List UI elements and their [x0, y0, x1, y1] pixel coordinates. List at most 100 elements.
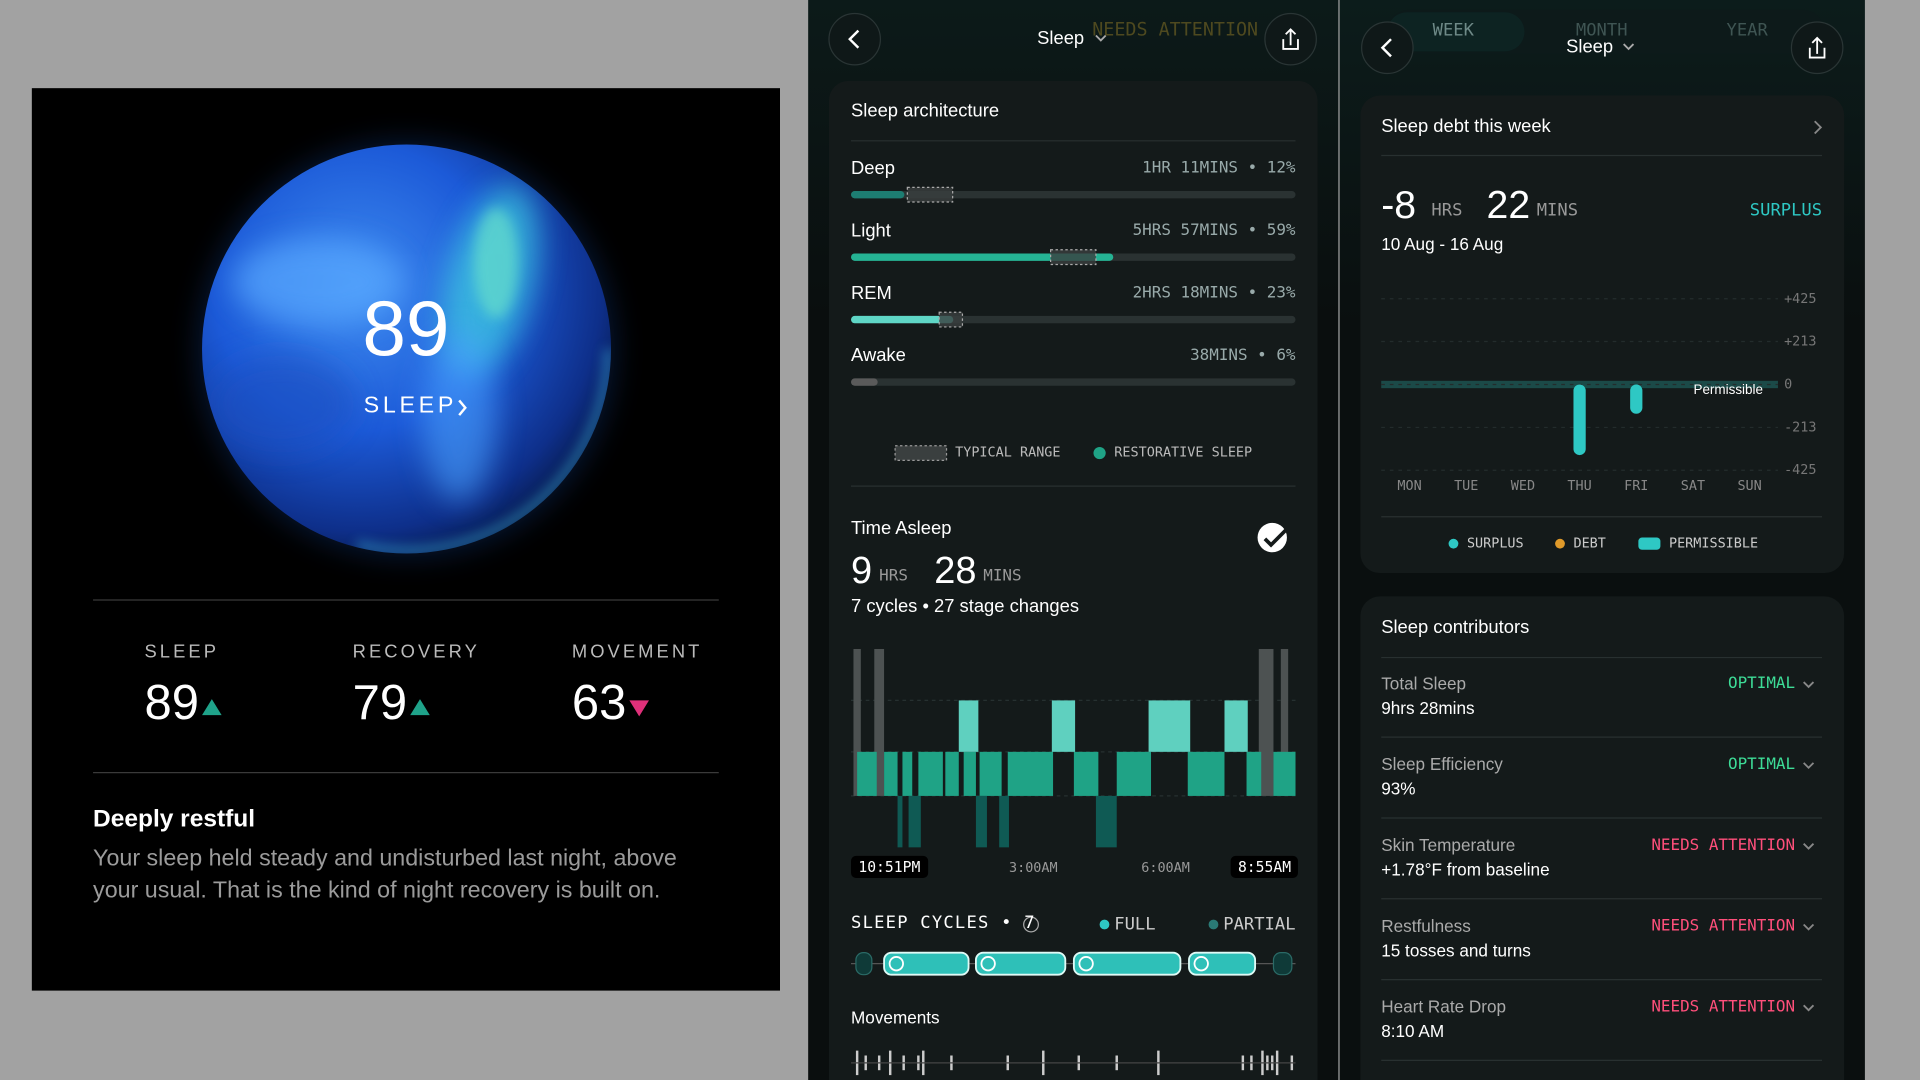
debt-card: [1360, 95, 1845, 574]
architecture-card: [828, 80, 1318, 1080]
share-icon: [1808, 36, 1826, 59]
deep-segment: [999, 795, 1009, 848]
x-tick-label: SUN: [1737, 479, 1761, 494]
back-button[interactable]: [1361, 21, 1414, 75]
stage-value: 5HRS 57MINS • 59%: [1132, 221, 1296, 240]
nav-title[interactable]: Sleep: [1566, 36, 1614, 58]
tab[interactable]: YEAR: [1726, 20, 1768, 41]
cycle-pill: [1072, 951, 1182, 976]
light-segment: [1116, 751, 1152, 796]
movements-title: Movements: [851, 1007, 940, 1028]
deep-segment: [1095, 795, 1117, 848]
contributor-value: 93%: [1381, 778, 1416, 799]
restorative-key: [1093, 446, 1106, 460]
info-icon[interactable]: [1023, 916, 1039, 933]
legend-swatch: [1638, 537, 1661, 550]
time-label: 6:00AM: [1141, 859, 1190, 876]
deep-segment: [975, 795, 987, 848]
legend-swatch: [1448, 538, 1459, 549]
x-tick-label: TUE: [1454, 479, 1478, 494]
debt-hours: -8: [1381, 182, 1417, 227]
trend-icon: [629, 700, 649, 717]
body-text: Your sleep held steady and undisturbed l…: [93, 846, 677, 904]
stage-name: Deep: [851, 157, 895, 179]
contributor-status[interactable]: OPTIMAL: [1728, 674, 1796, 694]
nav-title[interactable]: Sleep: [1037, 28, 1085, 49]
stage-bar: [851, 315, 954, 324]
overlay-text: NEEDS ATTENTION: [1092, 18, 1259, 41]
y-tick-label: -425: [1784, 463, 1816, 478]
contributor-name: Heart Rate Drop: [1381, 996, 1507, 1017]
y-tick-label: -213: [1784, 420, 1816, 435]
card-title[interactable]: Sleep debt this week: [1381, 116, 1551, 138]
cycle-pill: [883, 951, 970, 976]
stage-name: Light: [851, 220, 891, 242]
tab[interactable]: WEEK: [1432, 20, 1474, 41]
share-icon: [1282, 28, 1299, 50]
dropdown-icon: [1623, 43, 1635, 51]
cycle-bar: [851, 951, 1296, 976]
tab-selected: [1387, 12, 1525, 52]
stage-name: REM: [851, 282, 892, 304]
partial-key: [1208, 919, 1219, 930]
metric-value: 79: [352, 675, 408, 730]
stage-bar: [851, 253, 1114, 261]
score-label[interactable]: SLEEP: [363, 393, 458, 419]
contributor-value: 15 tosses and turns: [1381, 940, 1531, 960]
minutes: 28: [934, 548, 977, 592]
contributor-status[interactable]: OPTIMAL: [1728, 755, 1796, 774]
hours-unit: HRS: [1431, 200, 1463, 221]
back-icon: [848, 29, 860, 49]
trend-icon: [410, 699, 430, 716]
dropdown-icon: [1095, 34, 1107, 42]
debt-minutes: 22: [1486, 182, 1531, 227]
debt-status: SURPLUS: [1749, 200, 1823, 221]
subtitle: 7 cycles • 27 stage changes: [851, 596, 1080, 618]
contributor-name: Skin Temperature: [1381, 835, 1516, 855]
x-tick-label: THU: [1567, 479, 1591, 494]
trend-icon: [202, 699, 222, 716]
headline: Deeply restful: [93, 805, 256, 833]
back-button[interactable]: [828, 12, 882, 66]
expand-icon: [1803, 923, 1815, 931]
typical-range: [906, 186, 954, 203]
awake-segment: [853, 648, 861, 796]
light-segment: [918, 751, 943, 796]
x-tick-label: WED: [1511, 479, 1535, 494]
awake-segment: [874, 648, 885, 796]
card-title: Sleep contributors: [1381, 617, 1530, 638]
contributor-status[interactable]: NEEDS ATTENTION: [1651, 917, 1796, 936]
stage-bar: [851, 378, 878, 386]
light-segment: [945, 751, 959, 796]
time-label: 8:55AM: [1230, 855, 1299, 879]
legend-swatch: [1555, 538, 1565, 549]
contributor-name: Total Sleep: [1381, 673, 1467, 694]
hours: 9: [851, 548, 873, 592]
contributor-status[interactable]: NEEDS ATTENTION: [1651, 997, 1796, 1017]
light-segment: [963, 751, 976, 796]
time-label: 10:51PM: [851, 855, 928, 879]
deep-segment: [908, 795, 921, 848]
stage-value: 2HRS 18MINS • 23%: [1132, 284, 1296, 303]
bar: [1630, 384, 1643, 414]
y-tick-label: 0: [1784, 377, 1792, 392]
light-segment: [1273, 751, 1296, 796]
debt-chart: +425 +213 0 -213 -425 MON TUE WED THU FRI SAT SUN Pe…: [1381, 292, 1816, 552]
cycle-check: [1193, 956, 1209, 972]
sleep-score: 89: [362, 284, 450, 373]
expand-icon: [1803, 1004, 1815, 1012]
chevron[interactable]: [1814, 120, 1823, 135]
tab[interactable]: MONTH: [1575, 20, 1628, 41]
sleep-orb: [198, 140, 615, 558]
x-tick-label: MON: [1397, 479, 1421, 494]
awake-segment: [1280, 648, 1289, 796]
x-tick-label: SAT: [1681, 479, 1705, 494]
contributor-status[interactable]: NEEDS ATTENTION: [1651, 836, 1796, 855]
contributor-value: +1.78°F from baseline: [1381, 859, 1550, 880]
date-range: 10 Aug - 16 Aug: [1381, 233, 1504, 254]
expand-icon: [1803, 762, 1815, 770]
